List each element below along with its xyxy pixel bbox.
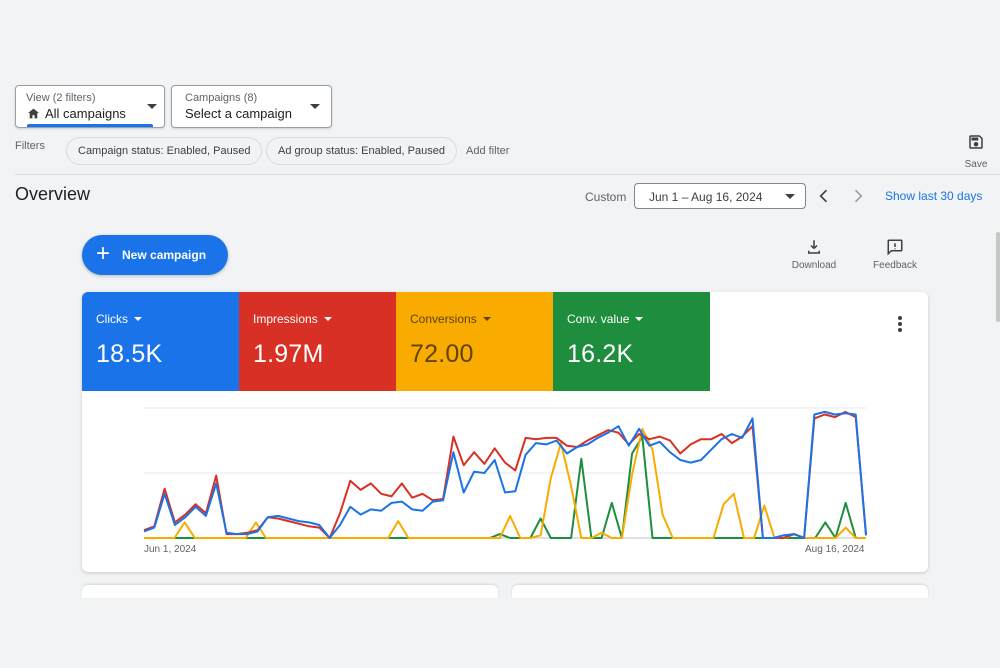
custom-range-label: Custom: [585, 190, 627, 204]
download-label: Download: [791, 260, 837, 271]
chevron-down-icon: [482, 317, 491, 321]
chevron-down-icon: [134, 317, 142, 321]
view-selector-underline: [27, 124, 153, 127]
plus-icon: +: [96, 240, 111, 267]
more-options-icon[interactable]: [898, 316, 904, 334]
campaign-selector[interactable]: Campaigns (8) Select a campaign: [171, 85, 332, 128]
download-button[interactable]: Download: [789, 238, 839, 271]
feedback-icon: [887, 239, 903, 256]
next-period-button[interactable]: [848, 186, 868, 206]
feedback-button[interactable]: Feedback: [869, 238, 921, 271]
metric-tile-clicks[interactable]: Clicks 18.5K: [82, 292, 239, 391]
metric-label: Conv. value: [567, 312, 630, 326]
filters-label: Filters: [15, 140, 45, 152]
bottom-bar: [0, 598, 1000, 668]
new-campaign-label: New campaign: [122, 248, 207, 262]
chevron-left-icon: [819, 189, 828, 203]
series-line-clicks: [143, 410, 867, 539]
chevron-right-icon: [854, 189, 863, 203]
divider: [15, 174, 1000, 175]
save-label: Save: [964, 159, 988, 170]
metric-tile-conv-value[interactable]: Conv. value 16.2K: [553, 292, 710, 391]
feedback-label: Feedback: [873, 260, 917, 271]
metric-value: 72.00: [410, 340, 474, 368]
performance-chart: [143, 407, 867, 539]
add-filter-link[interactable]: Add filter: [466, 145, 510, 157]
metric-value: 16.2K: [567, 340, 634, 368]
home-icon: [28, 108, 39, 119]
filter-chip-campaign-status[interactable]: Campaign status: Enabled, Paused: [66, 137, 263, 165]
date-range-value: Jun 1 – Aug 16, 2024: [649, 190, 763, 204]
save-button[interactable]: Save: [960, 133, 992, 170]
campaign-selector-small-label: Campaigns (8): [185, 92, 258, 104]
bottom-card-left: [82, 585, 498, 598]
series-line-conversions: [144, 427, 866, 539]
metric-tile-impressions[interactable]: Impressions 1.97M: [239, 292, 396, 391]
view-selector-small-label: View (2 filters): [26, 92, 96, 104]
x-axis-start-label: Jun 1, 2024: [144, 544, 197, 555]
previous-period-button[interactable]: [814, 186, 834, 206]
page-title: Overview: [15, 184, 91, 204]
chevron-down-icon: [323, 317, 332, 321]
bottom-card-right: [512, 585, 928, 598]
scrollbar[interactable]: [996, 232, 1000, 322]
x-axis-end-label: Aug 16, 2024: [805, 544, 865, 555]
date-range-picker[interactable]: Jun 1 – Aug 16, 2024: [634, 183, 806, 209]
metric-value: 18.5K: [96, 340, 163, 368]
top-bar: [0, 0, 1000, 68]
view-selector-main-label: All campaigns: [45, 106, 126, 121]
metric-label: Impressions: [253, 312, 318, 326]
metric-label: Clicks: [96, 312, 128, 326]
chevron-down-icon: [785, 194, 795, 199]
performance-card: Clicks 18.5K Impressions 1.97M Conversio…: [82, 292, 928, 572]
new-campaign-button[interactable]: + New campaign: [82, 235, 228, 275]
filter-chip-ad-group-status[interactable]: Ad group status: Enabled, Paused: [266, 137, 457, 165]
metric-tile-conversions[interactable]: Conversions 72.00: [396, 292, 553, 391]
save-icon: [969, 135, 983, 149]
view-selector[interactable]: View (2 filters) All campaigns: [15, 85, 165, 128]
show-last-30-days-link[interactable]: Show last 30 days: [885, 189, 983, 203]
download-icon: [808, 240, 820, 254]
chevron-down-icon: [635, 317, 644, 321]
chevron-down-icon: [310, 104, 320, 109]
campaign-selector-value: Select a campaign: [185, 106, 292, 121]
view-selector-value: All campaigns: [27, 106, 126, 121]
chevron-down-icon: [147, 104, 157, 109]
metric-value: 1.97M: [253, 340, 324, 368]
metric-label: Conversions: [410, 312, 477, 326]
